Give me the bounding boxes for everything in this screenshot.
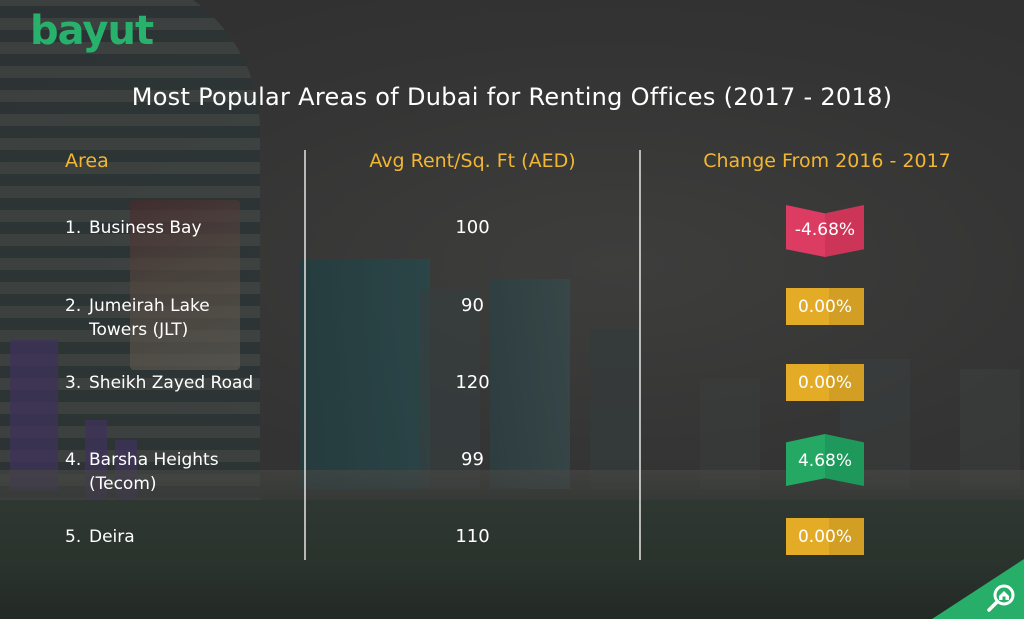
area-name: Sheikh Zayed Road xyxy=(89,373,254,393)
building xyxy=(300,259,430,489)
change-badge-up: 4.68% xyxy=(786,434,864,486)
rank-number: 4. xyxy=(65,450,82,470)
building xyxy=(960,369,1020,489)
change-badge-neutral: 0.00% xyxy=(786,288,864,325)
rank-number: 3. xyxy=(65,373,82,393)
area-name: Business Bay xyxy=(89,218,202,238)
area-name: Jumeirah Lake xyxy=(89,296,210,316)
bayut-logo: bayut xyxy=(30,8,154,54)
rank-number: 5. xyxy=(65,527,82,547)
building xyxy=(420,289,480,489)
table-row-rent: 90 xyxy=(461,295,484,316)
column-header-change: Change From 2016 - 2017 xyxy=(703,150,951,172)
column-divider xyxy=(639,150,641,560)
area-name-continued: (Tecom) xyxy=(89,474,157,494)
area-name: Barsha Heights xyxy=(89,450,219,470)
change-badge-down: -4.68% xyxy=(786,205,864,257)
rank-number: 2. xyxy=(65,296,82,316)
building xyxy=(590,329,640,489)
area-name: Deira xyxy=(89,527,135,547)
table-row-area: 1. Business Bay xyxy=(65,216,202,240)
column-divider xyxy=(304,150,306,560)
billboard xyxy=(130,200,240,370)
change-badge-neutral: 0.00% xyxy=(786,364,864,401)
area-name-continued: Towers (JLT) xyxy=(89,320,189,340)
table-row-area: 2. Jumeirah Lake Towers (JLT) xyxy=(65,294,210,342)
table-row-rent: 110 xyxy=(455,526,490,547)
page-title: Most Popular Areas of Dubai for Renting … xyxy=(131,83,893,111)
table-row-area: 3. Sheikh Zayed Road xyxy=(65,371,253,395)
rank-number: 1. xyxy=(65,218,82,238)
column-header-area: Area xyxy=(65,150,109,172)
column-header-rent: Avg Rent/Sq. Ft (AED) xyxy=(369,150,576,172)
building xyxy=(490,279,570,489)
change-badge-neutral: 0.00% xyxy=(786,518,864,555)
table-row-area: 4. Barsha Heights (Tecom) xyxy=(65,448,219,496)
table-row-rent: 120 xyxy=(455,372,490,393)
banner-flag xyxy=(10,340,58,490)
table-row-area: 5. Deira xyxy=(65,525,135,549)
search-home-icon xyxy=(987,584,1015,612)
table-row-rent: 99 xyxy=(461,449,484,470)
table-row-rent: 100 xyxy=(455,217,490,238)
